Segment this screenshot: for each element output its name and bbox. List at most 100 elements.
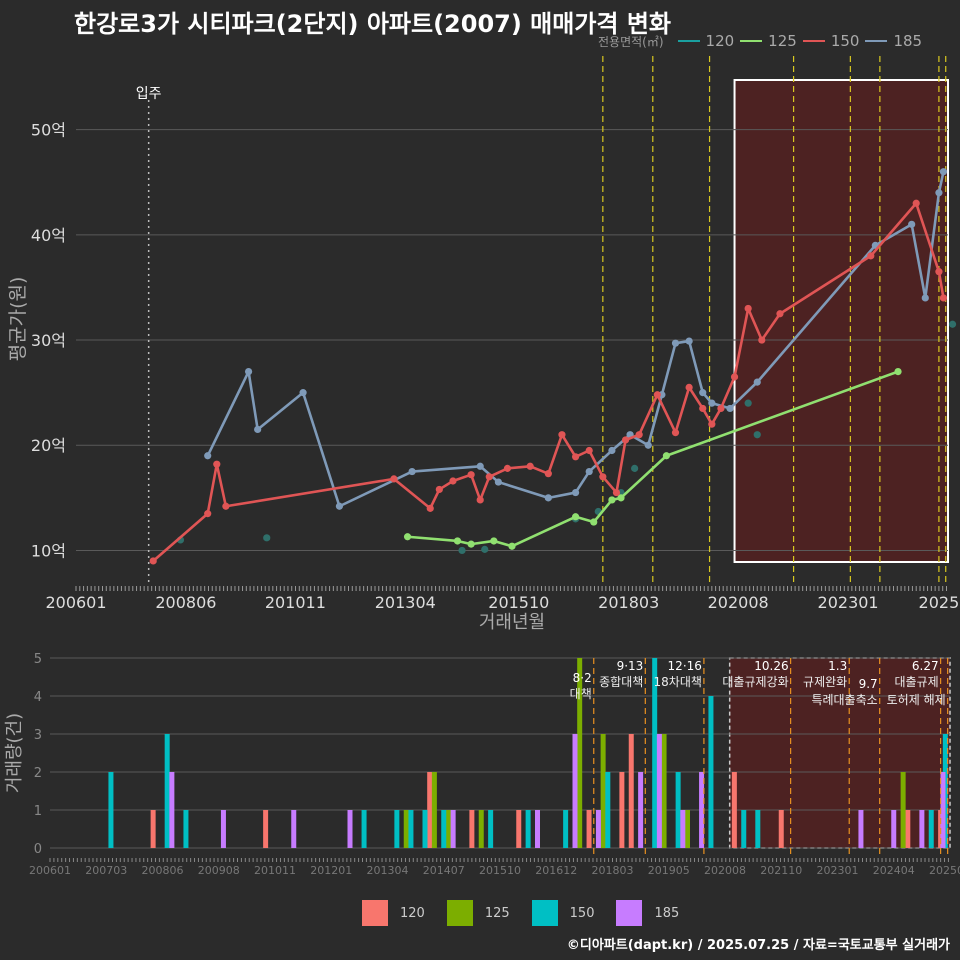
vol-x-tick-label: 200908 [198, 864, 240, 877]
data-point-185 [254, 425, 262, 434]
bar-125 [478, 810, 484, 848]
data-point-185 [544, 494, 552, 502]
legend-title: 전용면적(㎡) [598, 34, 664, 49]
data-point-185 [726, 404, 734, 413]
data-point-120 [717, 404, 725, 413]
data-point-120 [558, 431, 566, 439]
bar-120 [469, 810, 475, 848]
bar-150 [741, 810, 747, 848]
bar-150 [525, 810, 531, 848]
x-minor-ticks [75, 586, 947, 591]
bar-150 [605, 772, 611, 848]
vol-y-tick-label: 1 [34, 804, 42, 819]
data-point-185 [571, 488, 580, 497]
bar-185 [656, 734, 662, 848]
bars-120 [150, 734, 944, 848]
vol-x-tick-label: 202404 [873, 864, 915, 877]
vol-x-tick-label: 202110 [760, 864, 802, 877]
data-point-120 [635, 431, 643, 439]
data-point-125 [490, 537, 498, 545]
data-point-120 [435, 485, 443, 494]
data-point-185 [921, 294, 929, 302]
data-point-120 [730, 373, 739, 381]
data-point-150 [481, 545, 489, 553]
bar-120 [905, 810, 911, 848]
data-point-120 [744, 304, 752, 313]
bar-185 [595, 810, 601, 848]
bar-185 [699, 772, 705, 848]
legend-bottom-125: 125 [446, 900, 510, 926]
bar-185 [919, 810, 925, 848]
bar-150 [652, 658, 658, 848]
legend-item-150: 150 [802, 32, 859, 50]
vol-x-tick-label: 201304 [367, 864, 409, 877]
series-150 [176, 320, 957, 555]
data-point-185 [244, 368, 253, 376]
bar-120 [150, 810, 156, 848]
data-point-120 [485, 473, 493, 481]
bar-120 [731, 772, 737, 848]
series-line-185 [206, 171, 945, 508]
data-point-120 [685, 383, 693, 391]
data-point-120 [544, 470, 552, 478]
x-tick-label: 2025 [919, 593, 960, 612]
data-point-120 [390, 475, 398, 483]
bar-125 [577, 658, 583, 848]
vol-y-tick-label: 4 [34, 690, 42, 705]
vol-x-tick-label: 201510 [479, 864, 521, 877]
vol-x-tick-label: 201612 [535, 864, 577, 877]
data-point-120 [449, 477, 457, 485]
footer-credit: ©디아파트(dapt.kr) / 2025.07.25 / 자료=국토교통부 실… [566, 938, 950, 953]
legend-item-185: 185 [865, 32, 922, 50]
vol-x-tick-label: 200703 [85, 864, 127, 877]
vol-x-tick-label: 202301 [817, 864, 859, 877]
data-point-125 [571, 513, 580, 521]
x-axis-title: 거래년월 [479, 612, 545, 633]
data-point-150 [744, 399, 752, 407]
policy-event-label: 18차대책 [654, 674, 702, 689]
vol-x-tick-label: 200806 [142, 864, 184, 877]
data-point-125 [894, 368, 902, 376]
bar-185 [450, 810, 456, 848]
bar-150 [164, 734, 170, 848]
policy-event-date: 8·2 [573, 671, 592, 685]
vol-x-tick-label: 200601 [29, 864, 71, 877]
legend-bottom-150: 150 [531, 900, 594, 926]
bar-185 [680, 810, 686, 848]
vol-x-tick-label: 201905 [648, 864, 690, 877]
data-point-185 [335, 502, 344, 510]
x-tick-label: 201510 [488, 593, 549, 612]
data-point-120 [585, 446, 593, 455]
data-point-150 [458, 546, 466, 555]
vol-x-tick-label: 202505 [929, 864, 960, 877]
bar-125 [900, 772, 906, 848]
data-point-185 [753, 378, 761, 386]
legend-bottom-120: 120 [362, 900, 425, 926]
bar-150 [394, 810, 400, 848]
bar-185 [169, 772, 175, 848]
y-tick-label: 10억 [31, 541, 66, 560]
data-point-120 [776, 310, 784, 318]
legend-bottom-185: 185 [616, 900, 679, 926]
series-125 [403, 368, 902, 550]
bar-185 [220, 810, 226, 848]
y-tick-label: 20억 [31, 436, 66, 455]
data-point-185 [685, 337, 693, 345]
policy-event-date: 9.7 [859, 677, 878, 691]
policy-event-date: 6.27 [912, 659, 939, 673]
x-tick-label: 202008 [708, 593, 769, 612]
x-tick-label: 202301 [818, 593, 879, 612]
legend-top: 전용면적(㎡) 120 125 150 185 [598, 32, 922, 50]
chart-title: 한강로3가 시티파크(2단지) 아파트(2007) 매매가격 변화 [74, 10, 672, 38]
bar-150 [408, 810, 414, 848]
data-point-125 [617, 494, 625, 502]
data-point-185 [608, 446, 616, 455]
data-point-150 [753, 431, 761, 439]
bar-120 [427, 772, 433, 848]
bar-150 [422, 810, 428, 848]
bar-185 [858, 810, 864, 848]
bar-120 [619, 772, 625, 848]
vol-y-tick-label: 0 [34, 842, 42, 857]
bar-150 [708, 696, 714, 848]
vol-y-tick-label: 3 [34, 728, 42, 743]
